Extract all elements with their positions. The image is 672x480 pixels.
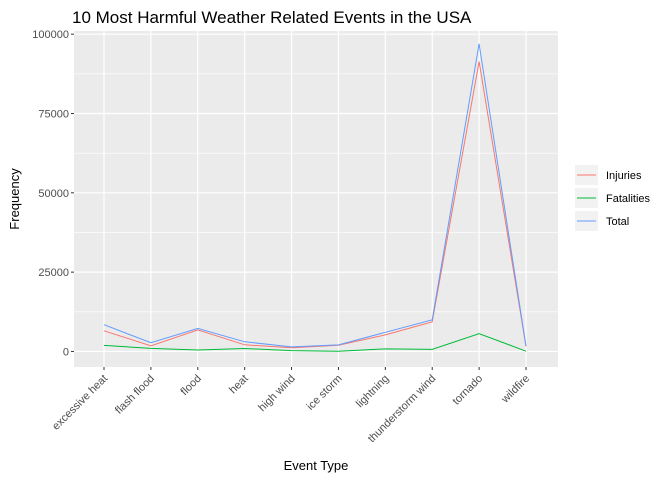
- y-tick-label: 0: [63, 346, 69, 358]
- y-tick-label: 75000: [38, 108, 69, 120]
- grid-lines: [74, 31, 558, 367]
- legend-label: Total: [606, 216, 629, 228]
- legend-label: Fatalities: [606, 193, 651, 205]
- chart-title: 10 Most Harmful Weather Related Events i…: [72, 8, 472, 27]
- series-line-injuries: [103, 61, 527, 349]
- legend-label: Injuries: [606, 170, 642, 182]
- y-tick-label: 25000: [38, 267, 69, 279]
- series-lines: [103, 43, 527, 352]
- series-line-fatalities: [103, 333, 527, 352]
- legend: Injuries Fatalities Total: [575, 165, 651, 231]
- y-axis-title: Frequency: [7, 168, 22, 230]
- y-axis: 0 25000 50000 75000 100000: [32, 29, 74, 358]
- y-tick-label: 50000: [38, 188, 69, 200]
- x-axis-title: Event Type: [284, 458, 349, 473]
- series-line-total: [103, 43, 527, 348]
- plot-area: [74, 31, 558, 367]
- plot-panel: [74, 31, 558, 367]
- y-tick-label: 100000: [32, 29, 69, 41]
